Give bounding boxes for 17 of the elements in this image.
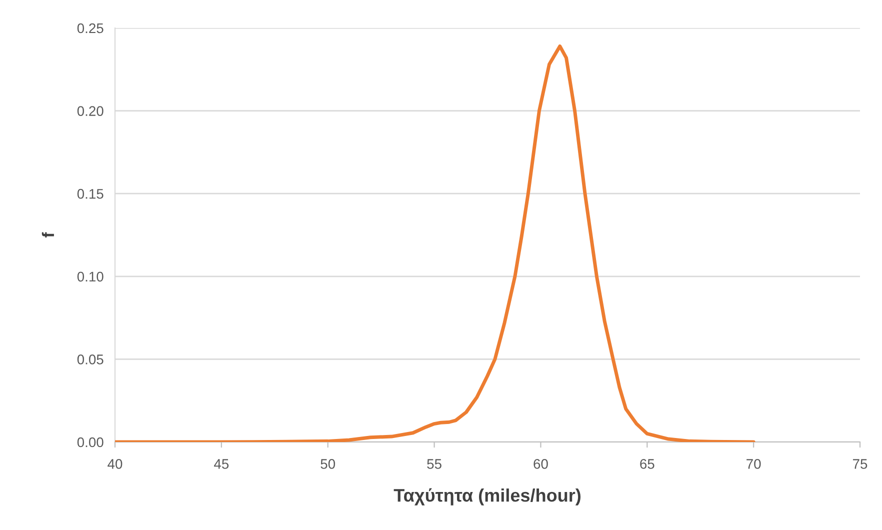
x-tick-label: 65	[640, 459, 654, 469]
x-tick-label: 70	[746, 459, 761, 469]
x-tick-label: 55	[427, 459, 442, 469]
y-tick-label: 0.00	[77, 437, 104, 448]
x-tick-label: 40	[108, 459, 122, 469]
x-tick-label: 45	[214, 459, 229, 469]
x-tick-label: 75	[852, 459, 868, 469]
y-tick-label: 0.15	[77, 188, 104, 199]
x-tick-label: 60	[534, 459, 548, 469]
y-axis-title: f	[42, 232, 54, 238]
x-tick-label: 50	[320, 459, 336, 469]
y-tick-label: 0.10	[77, 272, 104, 282]
y-tick-label: 0.25	[77, 23, 104, 34]
x-axis-title: Ταχύτητα (miles/hour)	[394, 488, 581, 506]
y-tick-label: 0.20	[77, 106, 104, 116]
line-series	[115, 44, 756, 442]
y-tick-label: 0.05	[77, 354, 104, 364]
